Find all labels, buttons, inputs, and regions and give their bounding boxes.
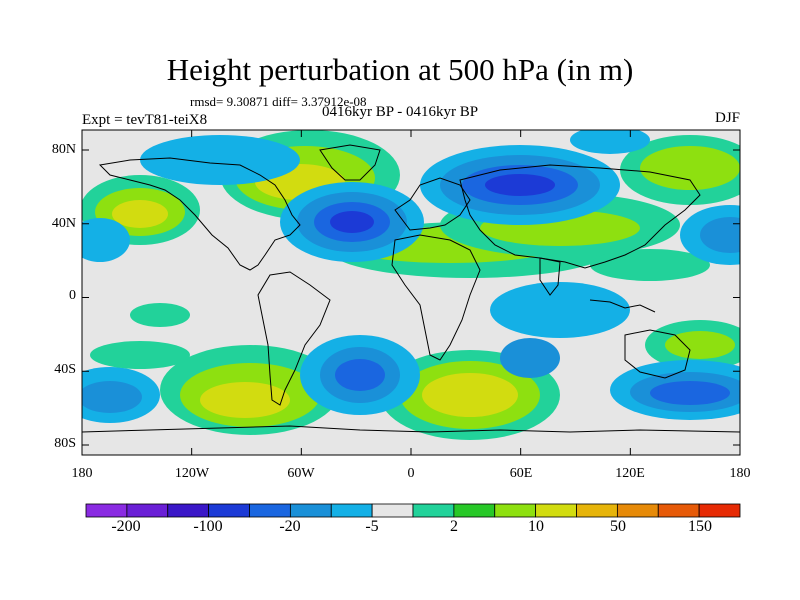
colorbar-swatch: [289, 503, 332, 518]
colorbar-swatch: [535, 503, 577, 518]
contour-field: [82, 130, 740, 455]
lon-tick-label: 120E: [615, 466, 645, 481]
colorbar-label: -20: [279, 518, 301, 535]
coastlines: [82, 144, 740, 433]
lon-tick-label: 0: [407, 466, 415, 481]
colorbar-label: 10: [528, 518, 544, 535]
colorbar-label: 2: [450, 518, 458, 535]
colorbar-swatch: [85, 503, 128, 518]
colorbar-swatch: [330, 503, 373, 518]
lat-tick-label: 40N: [51, 216, 76, 231]
colorbar-swatch: [412, 503, 455, 518]
season-label: DJF: [714, 110, 740, 126]
period-label: 0416kyr BP - 0416kyr BP: [322, 104, 479, 120]
colorbar-swatch: [698, 503, 741, 518]
lat-tick-label: 80S: [54, 436, 76, 451]
lon-tick-label: 180: [729, 466, 751, 481]
colorbar-swatch: [208, 503, 250, 518]
lat-tick-label: 0: [69, 288, 76, 303]
colorbar-label: -200: [111, 518, 141, 535]
lon-tick-label: 180: [71, 466, 93, 481]
lat-tick-label: 40S: [54, 362, 76, 377]
colorbar-swatch: [657, 503, 700, 518]
colorbar-swatch: [126, 503, 169, 518]
colorbar-swatch: [167, 503, 210, 518]
colorbar-swatch: [576, 503, 618, 518]
colorbar-label: -5: [365, 518, 379, 535]
lon-tick-label: 60E: [509, 466, 533, 481]
lat-tick-label: 80N: [51, 142, 76, 157]
colorbar-swatch: [494, 503, 537, 518]
colorbar-swatch: [249, 503, 291, 518]
colorbar-label: 150: [688, 518, 712, 535]
plot-title: Height perturbation at 500 hPa (in m): [166, 52, 634, 87]
lon-tick-label: 120W: [174, 466, 210, 481]
colorbar: [85, 503, 741, 518]
colorbar-swatch: [616, 503, 659, 518]
colorbar-label: -100: [193, 518, 223, 535]
colorbar-label: 50: [610, 518, 626, 535]
experiment-label: Expt = tevT81-teiX8: [82, 112, 208, 128]
lon-tick-label: 60W: [287, 466, 315, 481]
colorbar-swatch: [371, 503, 414, 518]
stats-line: rmsd= 9.30871 diff= 3.37912e-08: [190, 94, 367, 109]
colorbar-swatch: [453, 503, 496, 518]
negative-anomaly-field: [82, 130, 740, 423]
